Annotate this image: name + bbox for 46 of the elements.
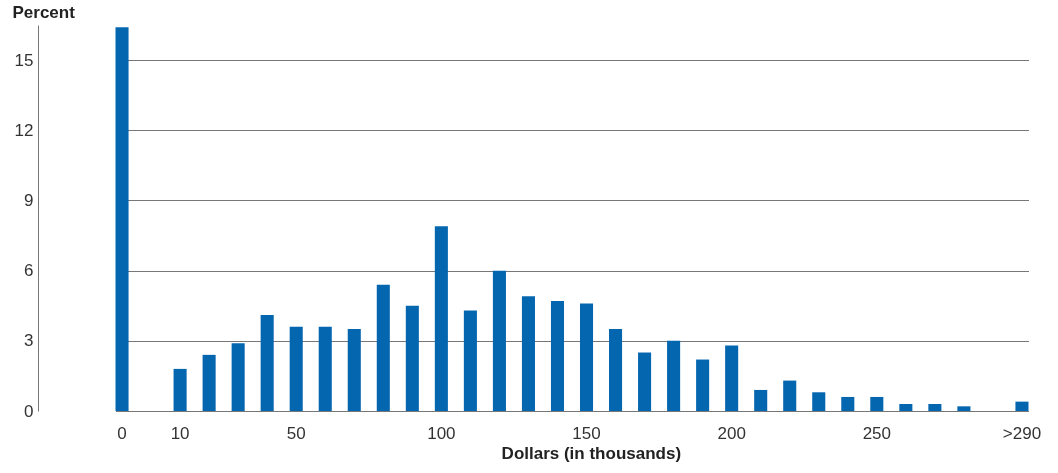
- bar: [783, 380, 797, 411]
- bar: [579, 303, 594, 411]
- bar: [173, 368, 187, 411]
- bar: [928, 403, 942, 411]
- bar: [376, 284, 390, 411]
- bar: [405, 305, 419, 411]
- bar: [638, 352, 652, 411]
- y-tick-label: 3: [24, 331, 34, 351]
- x-tick-label: 150: [572, 423, 601, 443]
- bar: [899, 403, 913, 411]
- bar: [754, 389, 768, 411]
- bar: [202, 354, 216, 411]
- x-tick-label: 250: [862, 423, 891, 443]
- x-tick-label: 10: [170, 423, 190, 443]
- bar: [1015, 401, 1029, 411]
- bar: [347, 329, 361, 411]
- bar: [812, 392, 826, 411]
- bar: [725, 345, 739, 411]
- bar: [231, 343, 245, 411]
- bar: [318, 326, 332, 411]
- bar: [696, 359, 710, 411]
- y-tick-label: 6: [24, 261, 34, 281]
- bar: [492, 270, 506, 411]
- y-axis-title: Percent: [12, 2, 76, 22]
- bar: [870, 396, 884, 411]
- y-tick-label: 15: [14, 50, 34, 70]
- y-tick-label: 0: [24, 401, 34, 421]
- bar: [521, 296, 535, 411]
- bar: [434, 226, 448, 411]
- bar: [260, 315, 274, 411]
- x-tick-label: >290: [1002, 423, 1042, 443]
- bar: [841, 396, 855, 411]
- y-tick-label: 9: [24, 190, 34, 210]
- x-axis-title: Dollars (in thousands): [501, 443, 682, 463]
- bar: [609, 329, 623, 411]
- bar: [115, 27, 129, 411]
- bar: [463, 310, 477, 411]
- bar: [957, 406, 971, 411]
- bar: [289, 326, 303, 411]
- x-tick-label: 50: [286, 423, 306, 443]
- x-tick-label: 200: [717, 423, 746, 443]
- x-tick-label: 0: [117, 423, 127, 443]
- bar: [667, 340, 681, 411]
- y-tick-label: 12: [14, 120, 34, 140]
- bar: [550, 301, 565, 411]
- x-tick-label: 100: [427, 423, 456, 443]
